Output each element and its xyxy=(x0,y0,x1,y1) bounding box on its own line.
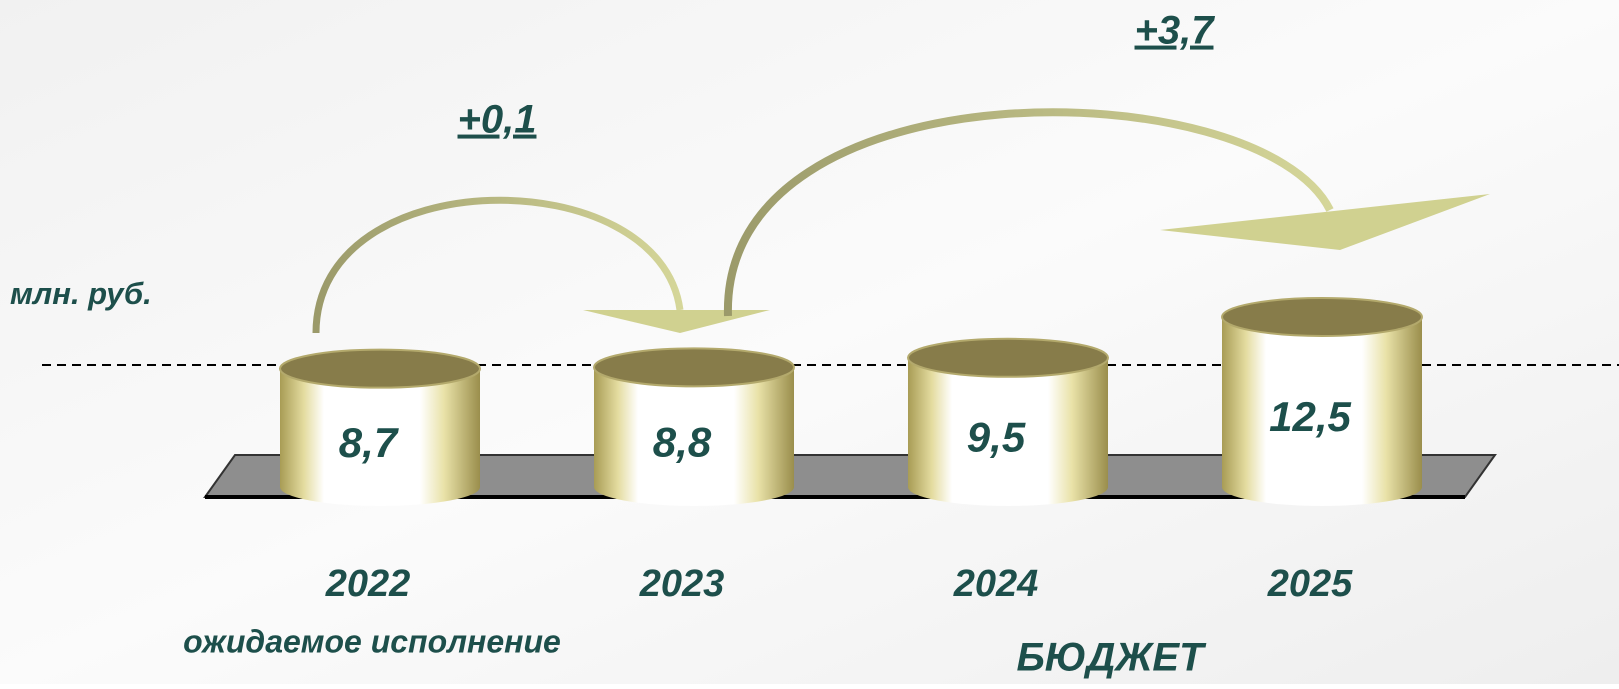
change-label: +3,7 xyxy=(1135,9,1216,53)
arrow-head xyxy=(1160,194,1490,250)
value-label: 9,5 xyxy=(967,413,1026,460)
x-tick-label: 2024 xyxy=(953,563,1039,605)
x-tick-label: 2023 xyxy=(639,563,725,605)
cylinder-body xyxy=(594,367,794,506)
cylinder-body xyxy=(1222,317,1422,506)
value-label: 8,7 xyxy=(339,419,399,466)
value-label: 12,5 xyxy=(1269,393,1351,440)
cylinder-top xyxy=(279,348,481,389)
arrow-arc xyxy=(312,196,684,334)
x-tick-label: 2022 xyxy=(325,563,411,605)
cylinder-top xyxy=(593,347,795,388)
value-label: 8,8 xyxy=(653,418,712,465)
arrow-arc xyxy=(723,108,1334,317)
cylinder-top xyxy=(907,337,1109,378)
cylinder-top xyxy=(1221,297,1423,337)
note: ожидаемое исполнение xyxy=(183,623,561,659)
cylinder-body xyxy=(280,368,480,506)
cylinder-body xyxy=(908,357,1108,506)
x-tick-label: 2025 xyxy=(1267,563,1353,605)
note: БЮДЖЕТ xyxy=(1016,636,1207,680)
arrow-head xyxy=(583,310,770,333)
unit-label: млн. руб. xyxy=(10,276,152,311)
change-label: +0,1 xyxy=(458,98,537,142)
